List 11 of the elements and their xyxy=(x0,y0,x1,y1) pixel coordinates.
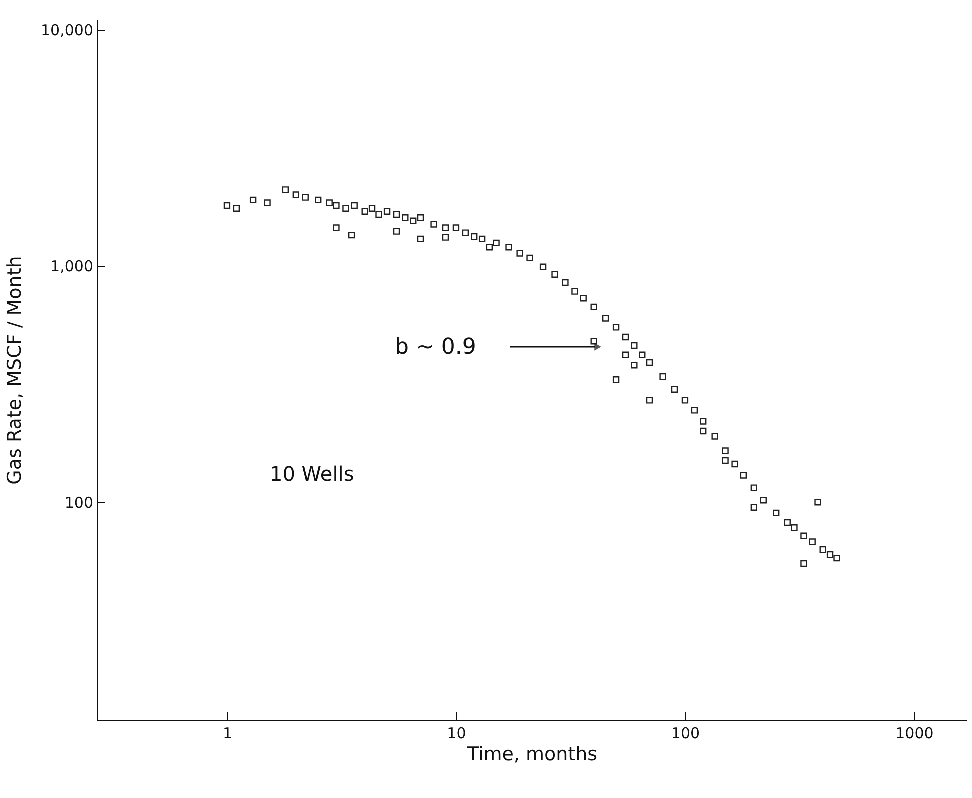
y-tick-label: 100 xyxy=(64,494,94,512)
x-tick-label: 1000 xyxy=(896,724,934,742)
annotation: b ∼ 0.9 xyxy=(395,335,476,360)
y-tick-label: 10,000 xyxy=(41,21,94,40)
x-axis-title: Time, months xyxy=(466,744,598,766)
x-tick-label: 10 xyxy=(447,724,466,742)
x-tick-label: 1 xyxy=(222,724,232,742)
y-tick-label: 1,000 xyxy=(50,258,94,276)
annotation: 10 Wells xyxy=(270,462,354,486)
y-axis-title: Gas Rate, MSCF / Month xyxy=(4,256,26,485)
x-tick-label: 100 xyxy=(671,724,700,742)
